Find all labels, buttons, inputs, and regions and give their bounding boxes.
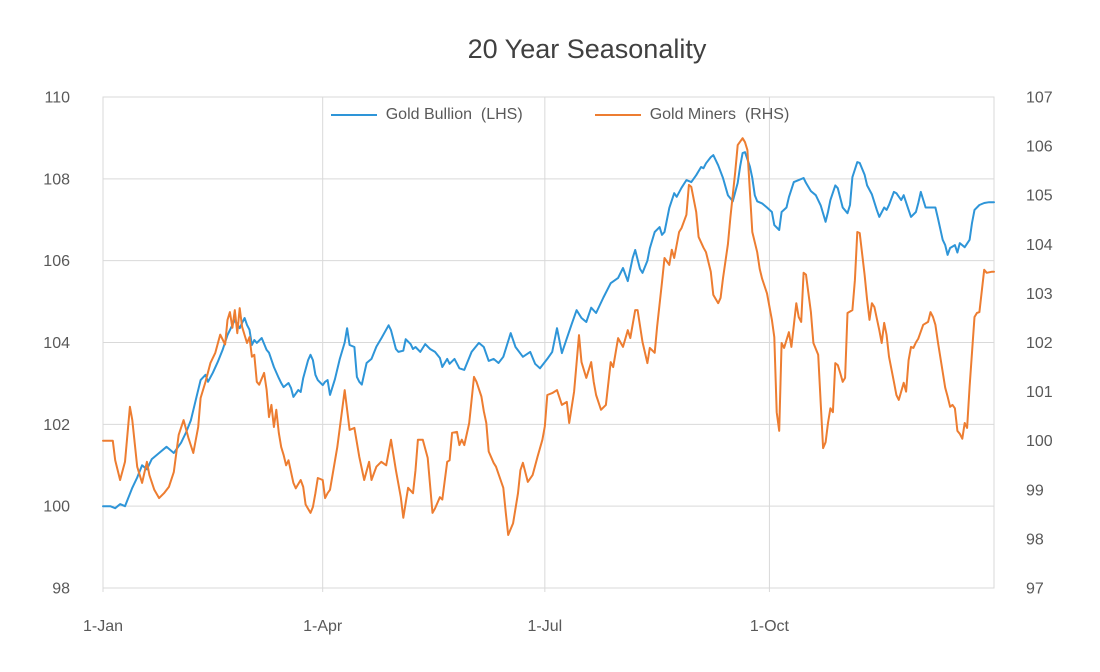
plot-border (102, 96, 995, 589)
right-axis-tick-label: 104 (1026, 237, 1053, 254)
right-axis-tick-label: 102 (1026, 335, 1053, 352)
right-axis-tick-label: 100 (1026, 433, 1053, 450)
x-axis-tick-label: 1-Oct (750, 618, 790, 635)
x-axis-tick-label: 1-Apr (303, 618, 343, 635)
right-axis-tick-label: 98 (1026, 531, 1044, 548)
right-axis-tick-label: 103 (1026, 286, 1053, 303)
left-axis-tick-label: 108 (43, 171, 70, 188)
right-axis-tick-label: 97 (1026, 581, 1044, 598)
left-axis-tick-label: 102 (43, 417, 70, 434)
right-axis-tick-label: 101 (1026, 384, 1053, 401)
x-axis-tick-label: 1-Jan (83, 618, 123, 635)
chart-title: 20 Year Seasonality (467, 34, 707, 64)
series-line-gold-bullion (102, 151, 995, 510)
right-axis-tick-label: 107 (1026, 90, 1053, 107)
left-axis-tick-label: 106 (43, 253, 70, 270)
left-axis-tick-label: 104 (43, 335, 70, 352)
right-axis-tick-label: 99 (1026, 482, 1044, 499)
left-axis-tick-label: 110 (44, 90, 70, 107)
series-line-gold-miners (102, 137, 995, 536)
left-axis-tick-label: 100 (43, 499, 70, 516)
right-axis-tick-label: 105 (1026, 188, 1053, 205)
right-axis-tick-label: 106 (1026, 139, 1053, 156)
x-axis-tick-label: 1-Jul (527, 618, 562, 635)
left-axis-tick-label: 98 (52, 581, 70, 598)
